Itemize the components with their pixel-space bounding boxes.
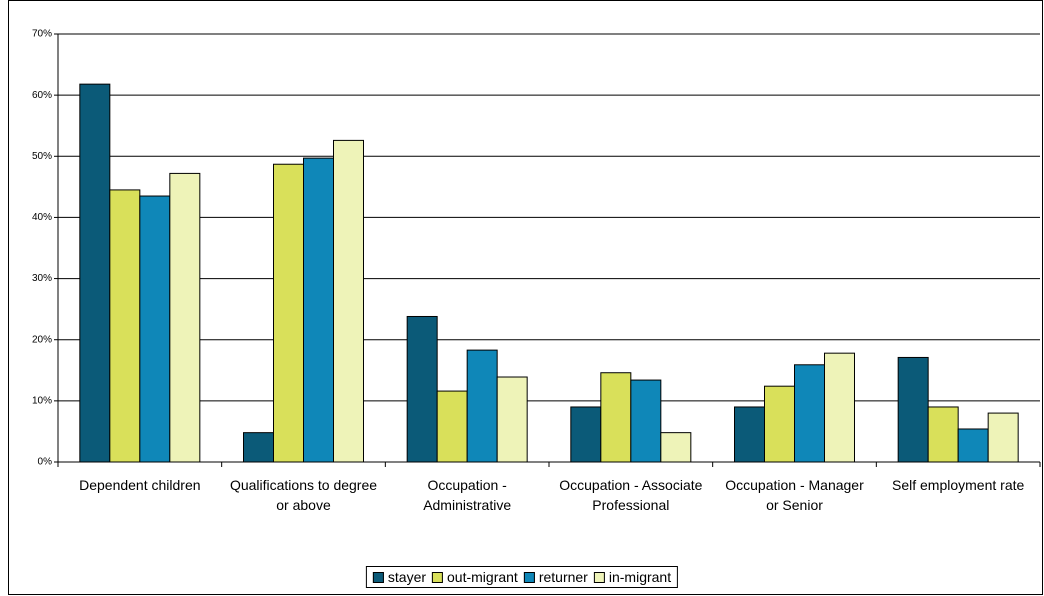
legend-item: returner	[523, 569, 588, 585]
y-tick-label: 30%	[32, 273, 52, 284]
legend-label: returner	[538, 569, 588, 585]
bar	[109, 189, 141, 463]
bar	[273, 163, 304, 463]
bar	[660, 432, 692, 463]
bar	[570, 406, 602, 463]
bar	[436, 390, 468, 463]
y-tick-label: 20%	[32, 334, 52, 345]
legend-label: stayer	[387, 569, 427, 585]
bar	[169, 172, 201, 463]
x-tick-label: Self employment rate	[892, 477, 1025, 493]
x-tick-label: Qualifications to degree or above	[229, 477, 378, 513]
bar	[630, 379, 662, 463]
x-tick-label: Occupation - Administrative	[423, 477, 512, 513]
legend: stayer out-migrant returner in-migrant	[365, 566, 679, 588]
legend-label: out-migrant	[447, 569, 518, 585]
bar	[406, 315, 438, 463]
bar	[794, 364, 825, 463]
bar	[243, 432, 274, 463]
bar	[333, 139, 364, 463]
bar	[897, 356, 929, 463]
bar	[957, 428, 989, 463]
y-tick-label: 70%	[32, 29, 52, 40]
legend-item: in-migrant	[593, 569, 672, 585]
bar	[987, 412, 1019, 463]
legend-swatch	[523, 571, 535, 583]
frame	[8, 0, 1043, 595]
bar	[79, 83, 111, 463]
legend-swatch	[593, 571, 605, 583]
y-tick-label: 10%	[32, 395, 52, 406]
y-tick-label: 60%	[32, 90, 52, 101]
legend-swatch	[372, 571, 384, 583]
legend-label: in-migrant	[608, 569, 672, 585]
bar	[303, 157, 334, 463]
bar	[496, 376, 528, 463]
x-tick-label: Occupation - Associate Professional	[559, 477, 703, 513]
bar	[764, 385, 795, 463]
legend-item: out-migrant	[432, 569, 518, 585]
x-tick-label: Dependent children	[79, 477, 201, 493]
legend-swatch	[432, 571, 444, 583]
bar	[824, 352, 855, 463]
bar	[466, 349, 498, 463]
y-tick-label: 0%	[38, 457, 53, 468]
bar	[600, 372, 632, 463]
y-tick-label: 40%	[32, 212, 52, 223]
x-tick-label: Occupation - Manager or Senior	[725, 477, 864, 513]
bar	[734, 406, 765, 463]
legend-item: stayer	[372, 569, 427, 585]
y-tick-label: 50%	[32, 151, 52, 162]
bar	[139, 195, 171, 463]
bar	[927, 406, 959, 463]
